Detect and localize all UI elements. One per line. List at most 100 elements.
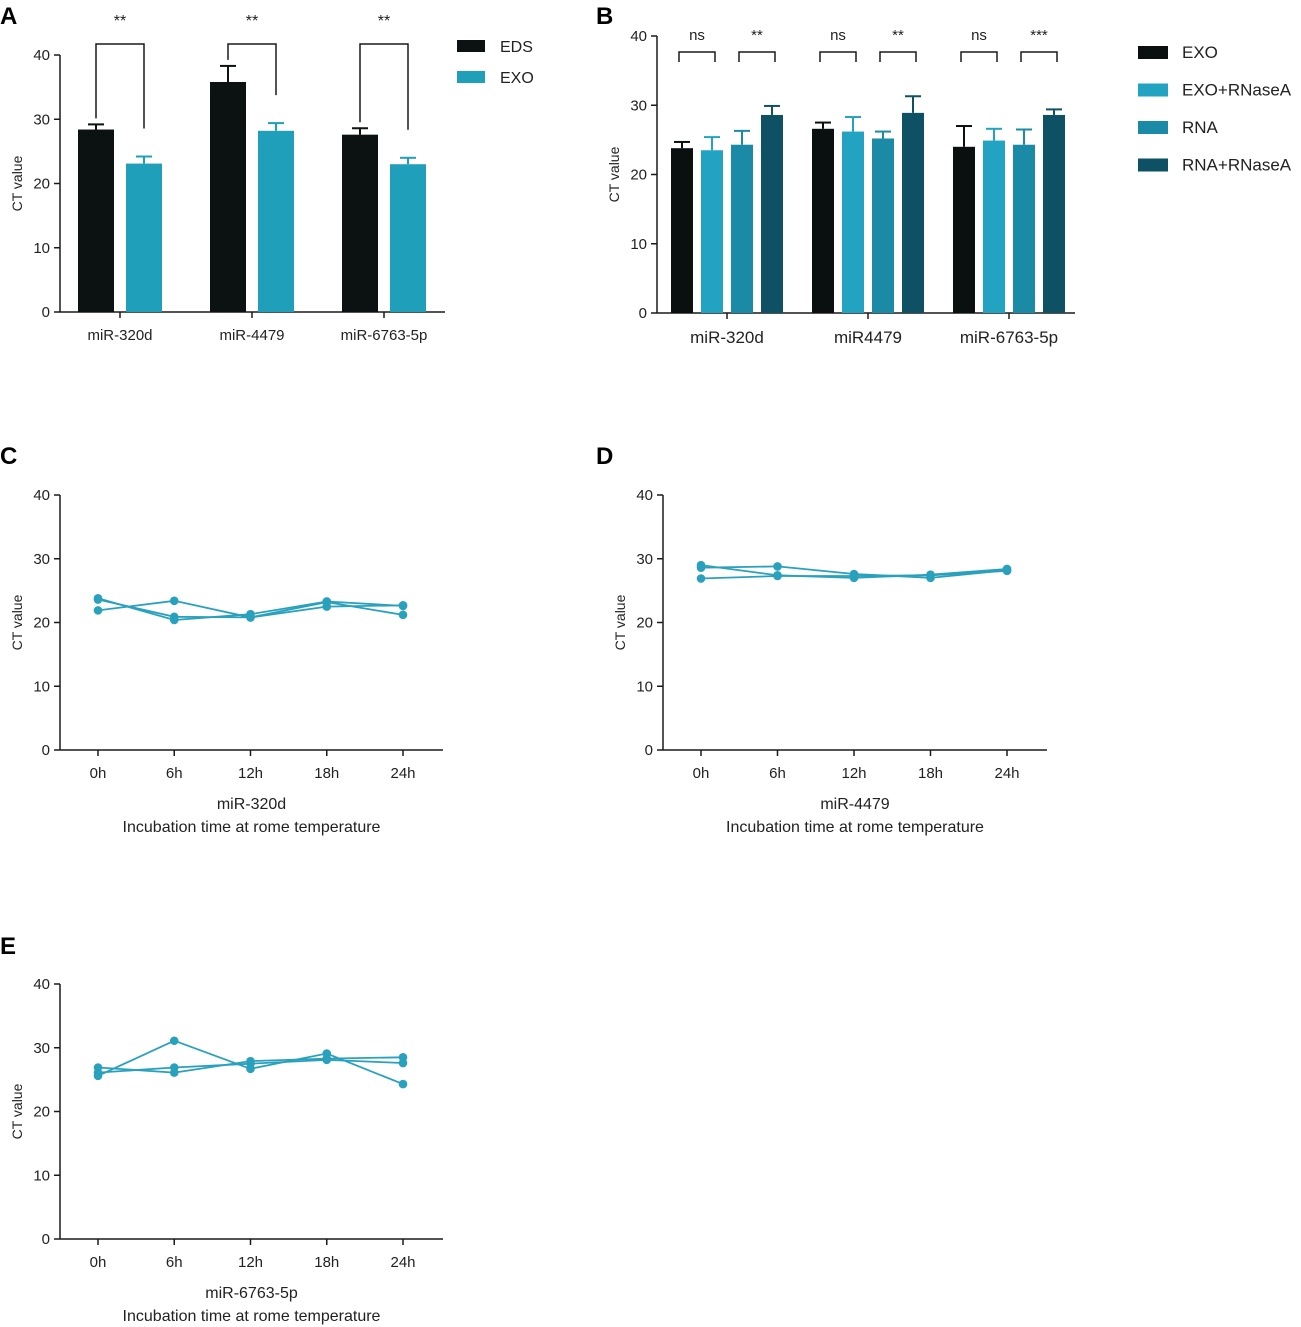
y-tick-label: 10	[630, 236, 647, 253]
panel-label-a: A	[0, 3, 17, 30]
y-tick-label: 30	[636, 551, 653, 568]
bar-rna	[1013, 144, 1035, 313]
panel-label-d: D	[596, 443, 613, 470]
x-tick-label: 0h	[693, 765, 710, 782]
significance-label: **	[751, 27, 763, 44]
y-axis-label: CT value	[612, 594, 628, 650]
x-tick-label: 12h	[238, 765, 263, 782]
significance-label: **	[378, 13, 390, 30]
x-tick-label: 0h	[90, 1254, 107, 1271]
data-point	[246, 613, 255, 622]
bar-exo	[126, 163, 162, 312]
bar-eds	[78, 129, 114, 312]
legend-label: EDS	[500, 39, 533, 56]
data-point	[169, 1036, 179, 1046]
x-axis-label-marker: miR-4479	[820, 796, 889, 813]
data-point	[322, 1055, 332, 1065]
significance-bracket	[738, 51, 776, 62]
significance-label: **	[892, 27, 904, 44]
x-tick-label: 12h	[841, 765, 866, 782]
legend-label: EXO	[1182, 43, 1218, 62]
data-point	[169, 1063, 179, 1072]
y-tick-label: 10	[636, 678, 653, 695]
data-point	[169, 612, 179, 622]
x-axis-label-marker: miR-320d	[217, 796, 286, 813]
significance-bracket	[1020, 51, 1058, 62]
y-tick-label: 40	[33, 487, 50, 504]
data-point	[93, 606, 103, 615]
bar-exo-rnasea	[842, 131, 864, 313]
legend-swatch-rna	[1138, 121, 1168, 134]
data-point	[398, 1058, 408, 1068]
panel-b-bar-chart: 0 10 20 30 40 CT value miR-320d ns ** miR4479 ns **…	[606, 27, 1292, 347]
y-tick-label: 10	[33, 678, 50, 695]
data-point	[322, 602, 332, 611]
y-tick-label: 20	[33, 1104, 50, 1121]
data-point	[169, 596, 179, 606]
legend-label: RNA	[1182, 118, 1219, 137]
significance-bracket	[960, 51, 998, 62]
x-tick-label: 18h	[918, 765, 943, 782]
significance-bracket	[879, 51, 917, 62]
legend-label: EXO	[500, 70, 534, 87]
data-point	[849, 571, 859, 581]
x-tick-label: 0h	[90, 765, 107, 782]
data-point	[773, 562, 782, 571]
x-axis-label-marker: miR-6763-5p	[205, 1285, 298, 1302]
significance-label: **	[246, 13, 258, 30]
x-tick-label: 6h	[166, 765, 183, 782]
data-point	[696, 574, 706, 583]
y-tick-label: 0	[645, 742, 653, 759]
x-tick-label: 6h	[166, 1254, 183, 1271]
bar-exo-rnasea	[983, 140, 1005, 313]
panel-d-line-chart: 0 10 20 30 40 CT value 0h 6h 12h 18h 24h miR-4479 In…	[612, 487, 1047, 836]
significance-label: ns	[971, 27, 987, 44]
x-tick-label: 24h	[390, 1254, 415, 1271]
bar-eds	[342, 134, 378, 312]
x-axis-label: Incubation time at rome temperature	[726, 819, 984, 836]
significance-bracket	[359, 43, 409, 130]
y-tick-label: 40	[33, 976, 50, 993]
data-point	[926, 571, 935, 580]
y-axis-label: CT value	[9, 594, 25, 650]
significance-label: ns	[689, 27, 705, 44]
panel-label-e: E	[0, 933, 16, 960]
bar-rna	[872, 138, 894, 313]
significance-bracket	[819, 51, 857, 62]
y-tick-label: 40	[33, 47, 50, 64]
data-point	[1002, 566, 1012, 576]
panel-c-line-chart: 0 10 20 30 40 CT value 0h 6h 12h 18h 24h miR-320d In…	[9, 487, 443, 836]
y-axis-label: CT value	[9, 1083, 25, 1139]
bar-exo	[258, 130, 294, 312]
bar-rna-rnasea	[1043, 114, 1065, 313]
bar-rna-rnasea	[902, 112, 924, 314]
panel-label-c: C	[0, 443, 17, 470]
significance-bracket	[678, 51, 716, 62]
y-tick-label: 10	[33, 1167, 50, 1184]
x-tick-label: miR-6763-5p	[341, 327, 428, 344]
y-tick-label: 40	[630, 28, 647, 45]
panel-label-b: B	[596, 3, 613, 30]
legend-label: RNA+RNaseA	[1182, 156, 1292, 175]
data-point	[322, 1049, 332, 1058]
bar-exo	[671, 148, 693, 313]
significance-bracket	[95, 43, 145, 129]
y-tick-label: 10	[33, 240, 50, 257]
significance-label: **	[114, 13, 126, 30]
x-tick-label: miR-320d	[87, 327, 152, 344]
y-tick-label: 20	[33, 615, 50, 632]
legend-swatch-exo	[457, 71, 485, 83]
data-point	[246, 1059, 255, 1068]
x-axis-label: Incubation time at rome temperature	[123, 819, 381, 836]
data-point	[696, 563, 706, 572]
x-tick-label: miR4479	[834, 328, 902, 347]
y-axis-label: CT value	[606, 146, 622, 202]
bar-exo-rnasea	[701, 150, 723, 313]
x-tick-label: 18h	[314, 765, 339, 782]
x-tick-label: miR-6763-5p	[960, 328, 1058, 347]
y-tick-label: 30	[630, 97, 647, 114]
significance-label: ns	[830, 27, 846, 44]
bar-rna	[731, 144, 753, 313]
data-point	[93, 595, 103, 604]
